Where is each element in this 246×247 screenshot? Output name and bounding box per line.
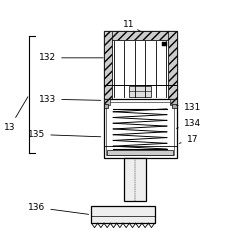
- Text: 132: 132: [39, 53, 103, 62]
- Bar: [104, 31, 177, 40]
- Bar: [91, 206, 155, 223]
- Bar: [107, 150, 173, 155]
- Bar: [106, 102, 174, 155]
- Text: 136: 136: [28, 203, 89, 214]
- Bar: [129, 86, 151, 97]
- Bar: [124, 158, 146, 201]
- Bar: [162, 42, 167, 46]
- Bar: [168, 31, 177, 99]
- Bar: [104, 99, 110, 105]
- Bar: [104, 104, 108, 108]
- Bar: [112, 40, 168, 99]
- Text: 13: 13: [4, 97, 28, 132]
- Text: 133: 133: [39, 95, 101, 104]
- Bar: [104, 31, 112, 99]
- Text: 135: 135: [28, 130, 101, 139]
- Text: 131: 131: [177, 103, 201, 112]
- Bar: [170, 99, 177, 105]
- Bar: [104, 31, 177, 99]
- Text: 17: 17: [179, 135, 198, 144]
- Bar: [104, 99, 177, 158]
- Bar: [172, 104, 177, 108]
- Text: 11: 11: [123, 21, 140, 31]
- Text: 134: 134: [177, 119, 201, 128]
